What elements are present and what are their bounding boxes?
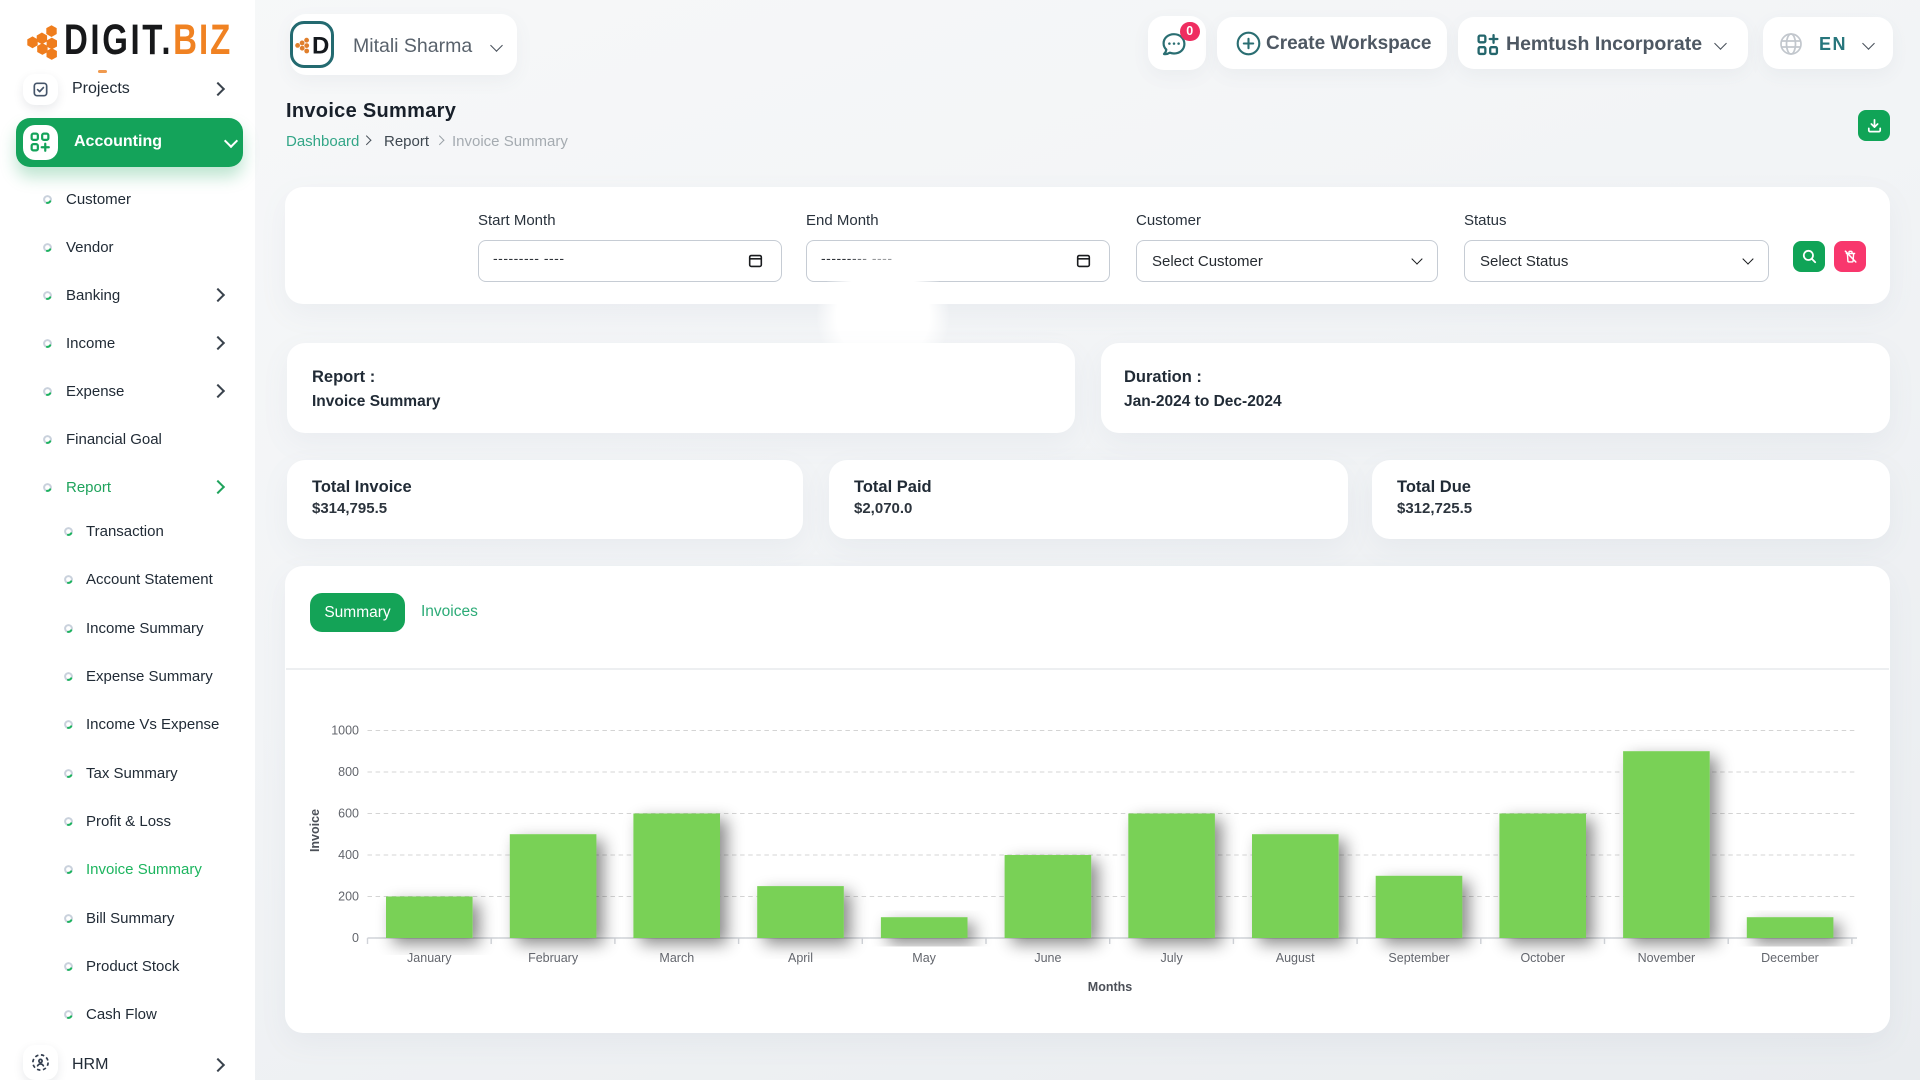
svg-text:800: 800 bbox=[338, 765, 359, 779]
svg-text:600: 600 bbox=[338, 807, 359, 821]
svg-text:July: July bbox=[1160, 951, 1183, 965]
svg-text:October: October bbox=[1520, 951, 1564, 965]
svg-text:Months: Months bbox=[1088, 980, 1132, 994]
svg-text:D: D bbox=[312, 32, 329, 58]
svg-text:1000: 1000 bbox=[331, 724, 359, 738]
svg-text:March: March bbox=[659, 951, 694, 965]
svg-text:February: February bbox=[528, 951, 579, 965]
svg-text:Invoice: Invoice bbox=[308, 809, 322, 852]
svg-text:August: August bbox=[1276, 951, 1315, 965]
svg-text:400: 400 bbox=[338, 848, 359, 862]
svg-text:December: December bbox=[1761, 951, 1819, 965]
svg-text:April: April bbox=[788, 951, 813, 965]
svg-text:May: May bbox=[912, 951, 936, 965]
svg-text:September: September bbox=[1388, 951, 1449, 965]
svg-text:January: January bbox=[407, 951, 452, 965]
svg-text:November: November bbox=[1638, 951, 1696, 965]
svg-text:0: 0 bbox=[352, 931, 359, 945]
svg-text:200: 200 bbox=[338, 890, 359, 904]
svg-text:June: June bbox=[1034, 951, 1061, 965]
